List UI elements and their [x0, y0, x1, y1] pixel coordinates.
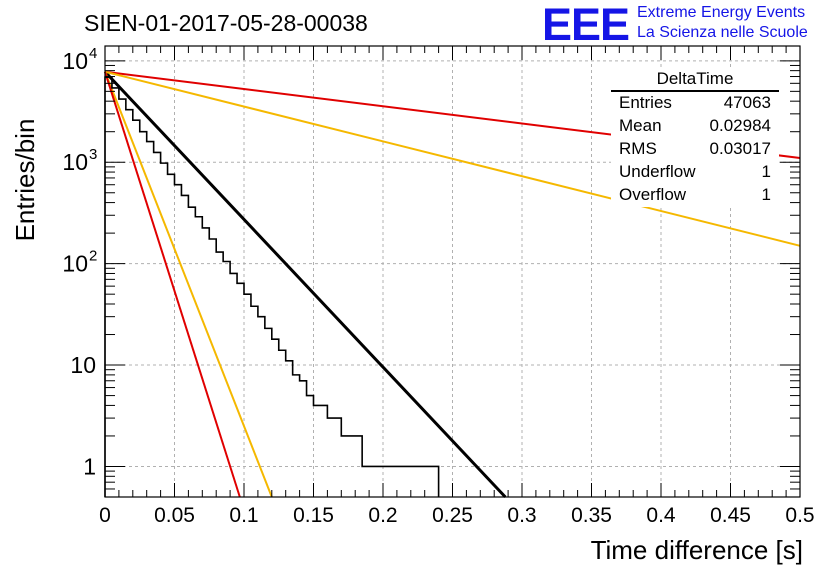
- stats-value: 1: [761, 162, 771, 181]
- x-tick-label: 0: [99, 504, 111, 527]
- x-tick-label: 0.45: [710, 504, 751, 527]
- stats-label: Mean: [619, 116, 662, 135]
- stats-row-rms: RMS 0.03017: [619, 139, 771, 161]
- y-tick-label: 10: [62, 251, 88, 277]
- histogram-outline: [104, 76, 440, 497]
- stats-label: Underflow: [619, 162, 696, 181]
- stats-title: DeltaTime: [656, 69, 734, 88]
- x-tick-label: 0.5: [785, 504, 814, 527]
- stats-label: Entries: [619, 93, 672, 112]
- eee-logo: EEE: [542, 0, 630, 50]
- fit-line-red-fast: [104, 71, 241, 498]
- x-tick-label: 0.1: [229, 504, 258, 527]
- y-tick-exponent: 4: [89, 45, 97, 62]
- y-tick-exponent: 3: [89, 146, 97, 163]
- fit-line-yellow-slow: [104, 70, 801, 247]
- x-tick-label: 0.35: [571, 504, 612, 527]
- stats-label: Overflow: [619, 185, 687, 204]
- x-tick-label: 0.25: [432, 504, 473, 527]
- x-axis-title: Time difference [s]: [591, 535, 803, 565]
- fit-line-yellow-fast: [104, 71, 273, 498]
- y-tick-label: 1: [83, 453, 96, 479]
- stats-row-underflow: Underflow 1: [619, 162, 771, 184]
- y-tick-label: 10: [62, 48, 88, 74]
- stats-row-overflow: Overflow 1: [619, 185, 771, 207]
- logo-caption-line1: Extreme Energy Events: [637, 4, 806, 21]
- x-axis: 0 0.05 0.1 0.15 0.2 0.25 0.3 0.35 0.4 0.45 0.5: [99, 46, 815, 527]
- y-tick-label: 10: [70, 352, 96, 378]
- run-title: SIEN-01-2017-05-28-00038: [84, 10, 368, 36]
- x-tick-label: 0.3: [507, 504, 536, 527]
- stats-label: RMS: [619, 139, 657, 158]
- histogram: [104, 76, 440, 497]
- stats-value: 0.03017: [709, 139, 771, 158]
- fit-line-data-fit: [103, 70, 507, 499]
- x-tick-label: 0.05: [154, 504, 195, 527]
- x-tick-label: 0.15: [293, 504, 334, 527]
- stats-divider: [611, 90, 779, 92]
- stats-value: 0.02984: [709, 116, 771, 135]
- stats-row-mean: Mean 0.02984: [619, 116, 771, 138]
- stats-value: 1: [761, 185, 771, 204]
- y-axis-title: Entries/bin: [10, 119, 40, 242]
- fit-curves: [103, 70, 801, 499]
- x-tick-label: 0.4: [646, 504, 676, 527]
- logo-caption-line2: La Scienza nelle Scuole: [637, 24, 808, 41]
- stats-row-entries: Entries 47063: [619, 93, 771, 115]
- y-tick-exponent: 2: [89, 248, 97, 265]
- stats-box: DeltaTime Entries 47063 Mean 0.02984 RMS…: [611, 69, 779, 207]
- y-tick-label: 10: [62, 149, 88, 175]
- stats-value: 47063: [723, 93, 771, 112]
- x-tick-label: 0.2: [368, 504, 397, 527]
